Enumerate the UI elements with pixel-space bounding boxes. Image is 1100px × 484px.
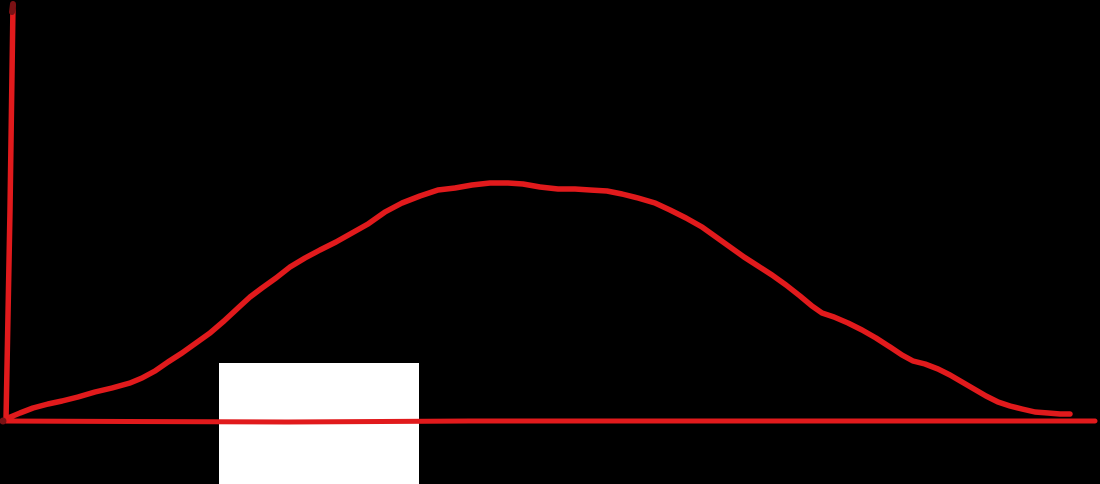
bell-curve-line xyxy=(5,180,1073,421)
y-axis-dark-tip xyxy=(9,1,16,15)
x-axis-line xyxy=(0,418,1098,425)
y-axis-line xyxy=(3,2,16,423)
x-axis-start-dark-dot xyxy=(0,417,7,425)
